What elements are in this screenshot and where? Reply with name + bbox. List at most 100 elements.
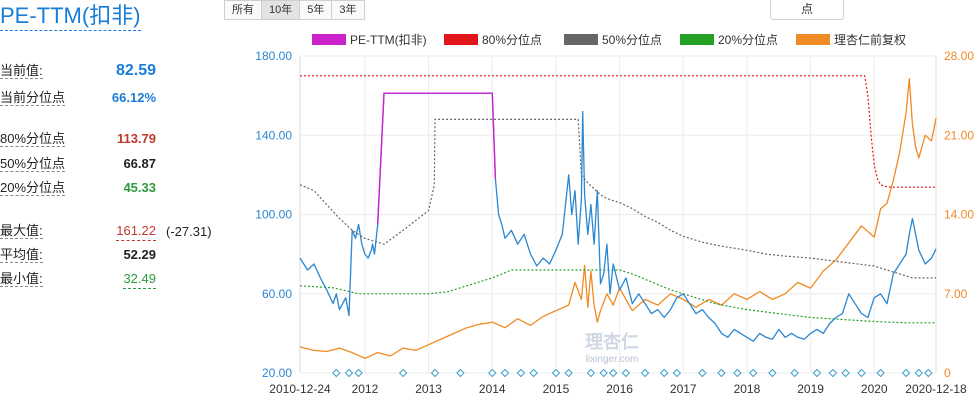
stat-label: 最大值:	[0, 223, 43, 239]
y-left-tick-label: 180.00	[255, 49, 292, 63]
legend-label[interactable]: 20%分位点	[718, 32, 778, 47]
y-right-tick-label: 7.00	[944, 287, 968, 301]
range-10y-button[interactable]: 10年	[262, 0, 301, 20]
event-marker[interactable]	[529, 368, 538, 378]
event-marker[interactable]	[914, 368, 924, 378]
stat-label: 当前值:	[0, 63, 43, 79]
legend-swatch[interactable]	[312, 34, 346, 45]
event-marker[interactable]	[621, 368, 631, 378]
stat-value: 66.87	[123, 156, 156, 171]
event-marker[interactable]	[733, 368, 742, 378]
range-3y-button[interactable]: 3年	[332, 0, 365, 20]
y-right-tick-label: 21.00	[944, 128, 974, 142]
event-marker[interactable]	[586, 368, 596, 378]
max-value-highlight	[377, 92, 497, 225]
event-marker[interactable]	[790, 368, 799, 378]
event-marker[interactable]	[901, 368, 911, 378]
event-marker[interactable]	[344, 368, 354, 378]
x-tick-label: 2018	[734, 382, 761, 396]
legend-swatch[interactable]	[680, 34, 714, 45]
event-marker[interactable]	[828, 368, 838, 378]
event-marker[interactable]	[640, 368, 650, 378]
event-marker[interactable]	[659, 368, 669, 378]
watermark: 理杏仁 lixinger.com	[585, 331, 639, 365]
stat-current-percentile: 当前分位点 66.12%	[0, 89, 160, 109]
legend-swatch[interactable]	[444, 34, 478, 45]
watermark-url: lixinger.com	[586, 354, 639, 365]
series-line-1[interactable]	[300, 75, 936, 188]
x-tick-label: 2017	[670, 382, 697, 396]
stat-max: 最大值: 161.22 (-27.31)	[0, 222, 212, 242]
stat-label: 平均值:	[0, 247, 43, 263]
point-button[interactable]: 点	[770, 0, 844, 20]
event-marker[interactable]	[841, 368, 850, 378]
range-all-button[interactable]: 所有	[224, 0, 262, 20]
event-marker[interactable]	[500, 368, 510, 378]
legend-swatch[interactable]	[796, 34, 830, 45]
stat-min: 最小值: 32.49	[0, 270, 160, 290]
stat-label: 80%分位点	[0, 131, 66, 147]
event-marker[interactable]	[456, 368, 465, 378]
series-line-2[interactable]	[299, 118, 936, 279]
stat-value: 82.59	[115, 62, 156, 79]
event-marker[interactable]	[398, 368, 408, 378]
legend-label[interactable]: 50%分位点	[602, 32, 662, 47]
event-marker[interactable]	[857, 368, 866, 378]
event-marker[interactable]	[768, 368, 777, 378]
range-5y-button[interactable]: 5年	[300, 0, 333, 20]
event-marker[interactable]	[332, 368, 341, 378]
series-line-3[interactable]	[299, 269, 936, 324]
stat-value: 45.33	[123, 180, 156, 195]
event-marker[interactable]	[488, 368, 497, 378]
stat-label: 当前分位点	[0, 90, 66, 106]
range-selector: 所有 10年 5年 3年	[224, 0, 365, 20]
stat-label: 最小值:	[0, 271, 43, 287]
event-marker[interactable]	[430, 368, 440, 378]
watermark-logo: 理杏仁	[585, 331, 639, 352]
y-left-tick-label: 140.00	[255, 128, 292, 142]
legend-swatch[interactable]	[564, 34, 598, 45]
event-marker[interactable]	[609, 368, 618, 378]
legend-label[interactable]: 80%分位点	[482, 32, 542, 47]
legend-label[interactable]: PE-TTM(扣非)	[350, 33, 427, 47]
y-right-tick-label: 14.00	[944, 208, 974, 222]
event-marker[interactable]	[564, 368, 573, 378]
event-marker[interactable]	[516, 368, 526, 378]
page-title[interactable]: PE-TTM(扣非)	[0, 2, 141, 31]
x-tick-label: 2013	[415, 382, 442, 396]
y-left-tick-label: 60.00	[262, 287, 292, 301]
stat-80-percentile: 80%分位点 113.79	[0, 130, 160, 150]
event-marker[interactable]	[717, 368, 726, 378]
series-line-4[interactable]	[299, 77, 937, 359]
event-marker[interactable]	[599, 368, 608, 378]
event-marker[interactable]	[876, 368, 885, 378]
chart-axes: 20.00 60.00 100.00 140.00 180.00 0 7.00 14.00 21…	[255, 49, 974, 396]
event-marker[interactable]	[354, 368, 363, 378]
stat-value[interactable]: 161.22	[116, 222, 156, 241]
stat-value: 52.29	[123, 247, 156, 262]
stat-20-percentile: 20%分位点 45.33	[0, 179, 160, 199]
stat-value: 66.12%	[111, 90, 156, 105]
stat-label: 50%分位点	[0, 156, 66, 172]
chart-legend: PE-TTM(扣非) 80%分位点 50%分位点 20%分位点 理杏仁前复权	[312, 32, 906, 47]
y-left-tick-label: 20.00	[262, 366, 292, 380]
legend-label[interactable]: 理杏仁前复权	[834, 32, 906, 47]
x-tick-label: 2019	[797, 382, 824, 396]
chart-grid	[299, 55, 937, 374]
event-marker[interactable]	[672, 368, 682, 378]
event-marker[interactable]	[924, 368, 933, 378]
series-line-0[interactable]	[299, 92, 937, 342]
event-marker[interactable]	[698, 368, 707, 378]
x-tick-label: 2015	[543, 382, 570, 396]
y-left-tick-label: 100.00	[255, 208, 292, 222]
stat-value[interactable]: 32.49	[123, 270, 156, 289]
stat-value: 113.79	[116, 131, 156, 146]
x-start-label: 2010-12-24	[269, 382, 331, 396]
chart-series	[299, 75, 937, 359]
event-marker[interactable]	[551, 368, 561, 378]
stat-current-value: 当前值: 82.59	[0, 62, 160, 82]
y-right-tick-label: 28.00	[944, 49, 974, 63]
event-marker[interactable]	[812, 368, 822, 378]
event-marker[interactable]	[749, 368, 758, 378]
